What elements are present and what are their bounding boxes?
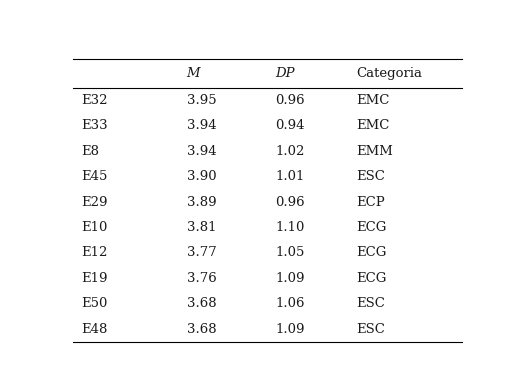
Text: ESC: ESC	[357, 297, 385, 310]
Text: 3.81: 3.81	[187, 221, 216, 234]
Text: 3.68: 3.68	[187, 323, 216, 336]
Text: ECP: ECP	[357, 196, 385, 208]
Text: 1.02: 1.02	[276, 145, 305, 158]
Text: 0.96: 0.96	[276, 196, 305, 208]
Text: E32: E32	[81, 94, 108, 107]
Text: EMM: EMM	[357, 145, 394, 158]
Text: ESC: ESC	[357, 170, 385, 183]
Text: E33: E33	[81, 119, 108, 132]
Text: 1.09: 1.09	[276, 323, 305, 336]
Text: E48: E48	[81, 323, 108, 336]
Text: E8: E8	[81, 145, 99, 158]
Text: 3.94: 3.94	[187, 145, 216, 158]
Text: 3.94: 3.94	[187, 119, 216, 132]
Text: M: M	[187, 67, 200, 80]
Text: ESC: ESC	[357, 323, 385, 336]
Text: 3.76: 3.76	[187, 272, 216, 285]
Text: 1.05: 1.05	[276, 246, 305, 259]
Text: 3.90: 3.90	[187, 170, 216, 183]
Text: 0.96: 0.96	[276, 94, 305, 107]
Text: 1.09: 1.09	[276, 272, 305, 285]
Text: E19: E19	[81, 272, 108, 285]
Text: 0.94: 0.94	[276, 119, 305, 132]
Text: DP: DP	[276, 67, 295, 80]
Text: 1.01: 1.01	[276, 170, 305, 183]
Text: 1.06: 1.06	[276, 297, 305, 310]
Text: E29: E29	[81, 196, 108, 208]
Text: 3.77: 3.77	[187, 246, 216, 259]
Text: E45: E45	[81, 170, 108, 183]
Text: E12: E12	[81, 246, 108, 259]
Text: Categoria: Categoria	[357, 67, 422, 80]
Text: 3.68: 3.68	[187, 297, 216, 310]
Text: 1.10: 1.10	[276, 221, 305, 234]
Text: EMC: EMC	[357, 94, 390, 107]
Text: E50: E50	[81, 297, 108, 310]
Text: E10: E10	[81, 221, 108, 234]
Text: 3.95: 3.95	[187, 94, 216, 107]
Text: 3.89: 3.89	[187, 196, 216, 208]
Text: ECG: ECG	[357, 221, 387, 234]
Text: EMC: EMC	[357, 119, 390, 132]
Text: ECG: ECG	[357, 272, 387, 285]
Text: ECG: ECG	[357, 246, 387, 259]
